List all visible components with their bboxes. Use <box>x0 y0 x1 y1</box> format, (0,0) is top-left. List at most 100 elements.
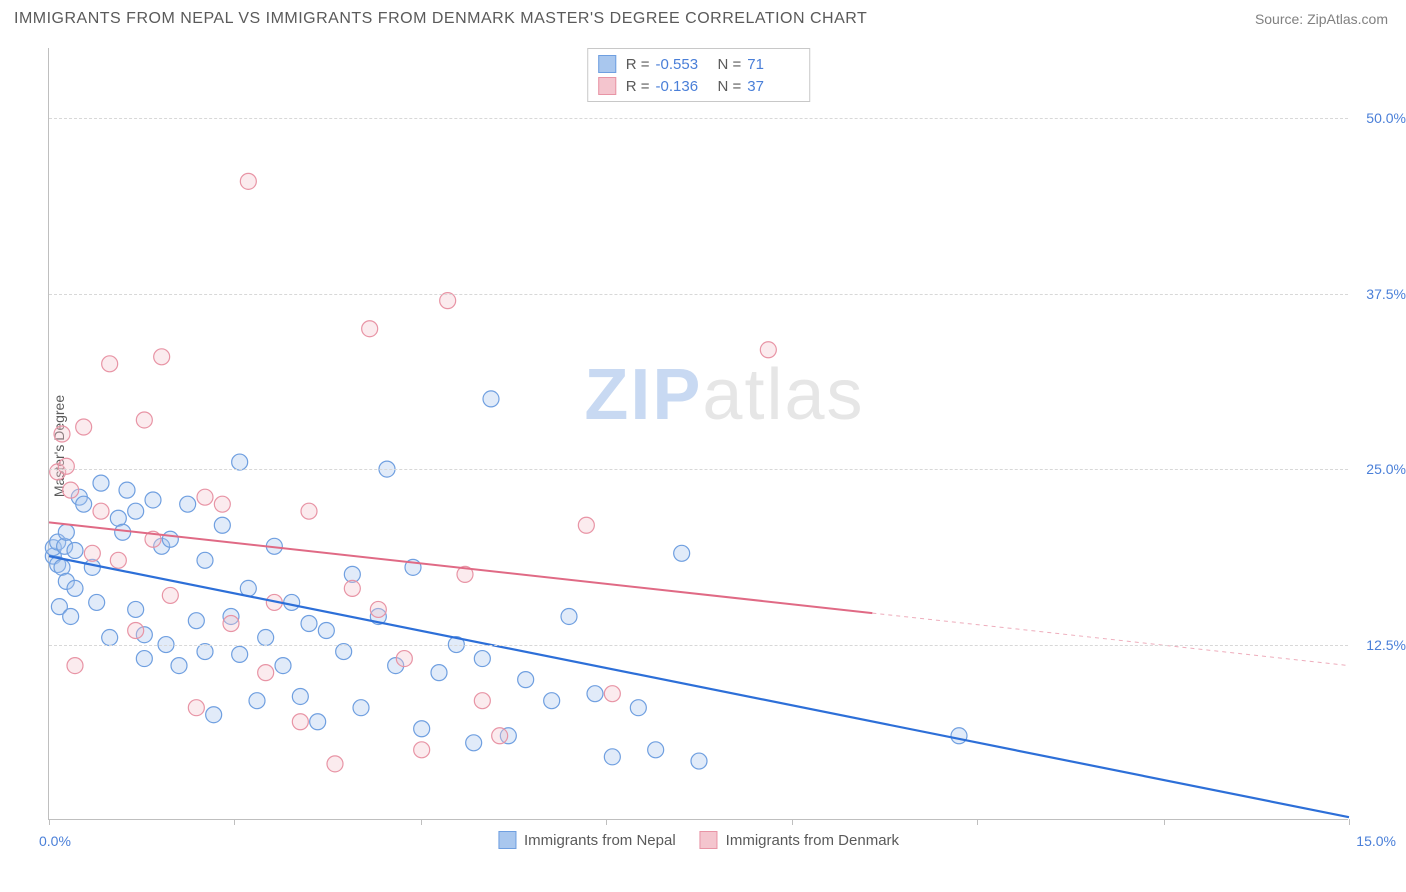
data-point <box>76 419 92 435</box>
x-tick-mark <box>792 819 793 825</box>
x-tick-mark <box>1349 819 1350 825</box>
data-point <box>518 672 534 688</box>
data-point <box>171 658 187 674</box>
data-point <box>128 623 144 639</box>
data-point <box>483 391 499 407</box>
y-tick-label: 12.5% <box>1366 637 1406 653</box>
x-tick-mark <box>234 819 235 825</box>
n-label: N = <box>718 78 742 95</box>
data-point <box>604 686 620 702</box>
chart-header: IMMIGRANTS FROM NEPAL VS IMMIGRANTS FROM… <box>0 0 1406 34</box>
data-point <box>691 753 707 769</box>
swatch-denmark-bottom <box>700 831 718 849</box>
n-value-denmark: 37 <box>747 78 799 95</box>
data-point <box>474 651 490 667</box>
swatch-denmark <box>598 77 616 95</box>
data-point <box>58 524 74 540</box>
gridline <box>49 469 1348 470</box>
data-point <box>258 665 274 681</box>
chart-source: Source: ZipAtlas.com <box>1255 11 1388 27</box>
x-tick-mark <box>606 819 607 825</box>
legend-label-nepal: Immigrants from Nepal <box>524 832 676 849</box>
data-point <box>648 742 664 758</box>
data-point <box>154 349 170 365</box>
data-point <box>188 700 204 716</box>
gridline <box>49 294 1348 295</box>
x-tick-mark <box>977 819 978 825</box>
data-point <box>587 686 603 702</box>
data-point <box>544 693 560 709</box>
legend-item-denmark: Immigrants from Denmark <box>700 831 899 849</box>
data-point <box>128 503 144 519</box>
data-point <box>249 693 265 709</box>
data-point <box>492 728 508 744</box>
data-point <box>561 608 577 624</box>
data-point <box>214 517 230 533</box>
data-point <box>353 700 369 716</box>
data-point <box>440 293 456 309</box>
data-point <box>58 458 74 474</box>
data-point <box>362 321 378 337</box>
data-point <box>951 728 967 744</box>
legend-item-nepal: Immigrants from Nepal <box>498 831 676 849</box>
x-axis-max-label: 15.0% <box>1356 833 1396 849</box>
data-point <box>63 608 79 624</box>
data-point <box>76 496 92 512</box>
data-point <box>214 496 230 512</box>
data-point <box>84 545 100 561</box>
data-point <box>197 552 213 568</box>
data-point <box>301 503 317 519</box>
data-point <box>162 531 178 547</box>
x-tick-mark <box>49 819 50 825</box>
data-point <box>145 492 161 508</box>
data-point <box>310 714 326 730</box>
data-point <box>67 658 83 674</box>
data-point <box>240 173 256 189</box>
data-point <box>89 594 105 610</box>
data-point <box>370 601 386 617</box>
y-tick-label: 50.0% <box>1366 110 1406 126</box>
regression-line-extrapolated <box>872 613 1349 665</box>
data-point <box>102 356 118 372</box>
chart-title: IMMIGRANTS FROM NEPAL VS IMMIGRANTS FROM… <box>14 10 867 28</box>
y-tick-label: 25.0% <box>1366 461 1406 477</box>
swatch-nepal <box>598 55 616 73</box>
data-point <box>760 342 776 358</box>
n-label: N = <box>718 56 742 73</box>
data-point <box>180 496 196 512</box>
swatch-nepal-bottom <box>498 831 516 849</box>
data-point <box>223 615 239 631</box>
data-point <box>110 552 126 568</box>
data-point <box>344 580 360 596</box>
data-point <box>431 665 447 681</box>
data-point <box>206 707 222 723</box>
data-point <box>578 517 594 533</box>
data-point <box>284 594 300 610</box>
data-point <box>466 735 482 751</box>
data-point <box>674 545 690 561</box>
data-point <box>115 524 131 540</box>
x-tick-mark <box>1164 819 1165 825</box>
data-point <box>136 412 152 428</box>
data-point <box>232 454 248 470</box>
data-point <box>474 693 490 709</box>
r-value-denmark: -0.136 <box>656 78 708 95</box>
data-point <box>54 426 70 442</box>
r-value-nepal: -0.553 <box>656 56 708 73</box>
data-point <box>327 756 343 772</box>
data-point <box>414 742 430 758</box>
data-point <box>275 658 291 674</box>
data-point <box>188 613 204 629</box>
correlation-legend: R = -0.553 N = 71 R = -0.136 N = 37 <box>587 48 811 102</box>
gridline <box>49 118 1348 119</box>
chart-plot-area: ZIPatlas R = -0.553 N = 71 R = -0.136 N … <box>48 48 1348 820</box>
legend-row-nepal: R = -0.553 N = 71 <box>598 53 800 75</box>
y-tick-label: 37.5% <box>1366 286 1406 302</box>
data-point <box>162 587 178 603</box>
data-point <box>136 651 152 667</box>
data-point <box>258 630 274 646</box>
r-label: R = <box>626 56 650 73</box>
data-point <box>128 601 144 617</box>
data-point <box>197 489 213 505</box>
x-axis-min-label: 0.0% <box>39 833 71 849</box>
